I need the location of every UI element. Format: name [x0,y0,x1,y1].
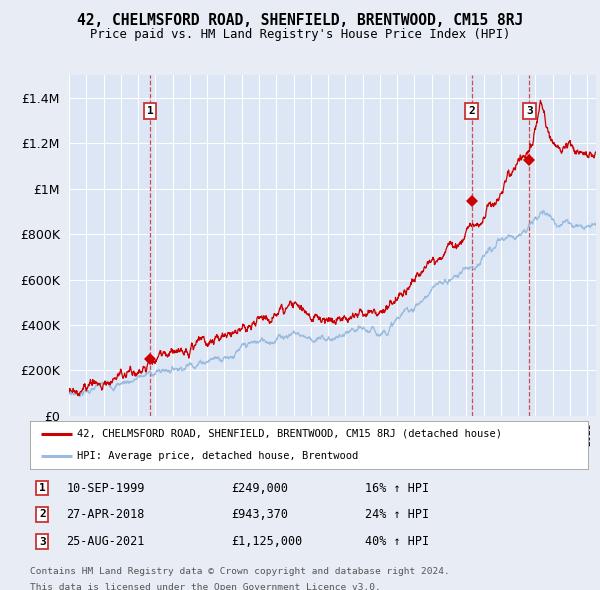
Text: Contains HM Land Registry data © Crown copyright and database right 2024.: Contains HM Land Registry data © Crown c… [30,567,450,576]
Text: This data is licensed under the Open Government Licence v3.0.: This data is licensed under the Open Gov… [30,584,381,590]
Text: 40% ↑ HPI: 40% ↑ HPI [365,535,429,548]
Text: 2: 2 [39,510,46,519]
Text: 3: 3 [526,106,533,116]
Text: £1,125,000: £1,125,000 [231,535,302,548]
Text: 10-SEP-1999: 10-SEP-1999 [66,481,145,494]
Text: 42, CHELMSFORD ROAD, SHENFIELD, BRENTWOOD, CM15 8RJ: 42, CHELMSFORD ROAD, SHENFIELD, BRENTWOO… [77,13,523,28]
Text: 3: 3 [39,537,46,547]
Text: 24% ↑ HPI: 24% ↑ HPI [365,508,429,521]
Text: £249,000: £249,000 [231,481,288,494]
Text: 25-AUG-2021: 25-AUG-2021 [66,535,145,548]
Text: Price paid vs. HM Land Registry's House Price Index (HPI): Price paid vs. HM Land Registry's House … [90,28,510,41]
Text: £943,370: £943,370 [231,508,288,521]
Text: 27-APR-2018: 27-APR-2018 [66,508,145,521]
Text: 1: 1 [39,483,46,493]
Text: 42, CHELMSFORD ROAD, SHENFIELD, BRENTWOOD, CM15 8RJ (detached house): 42, CHELMSFORD ROAD, SHENFIELD, BRENTWOO… [77,429,502,439]
Text: 1: 1 [146,106,154,116]
Text: 16% ↑ HPI: 16% ↑ HPI [365,481,429,494]
Text: HPI: Average price, detached house, Brentwood: HPI: Average price, detached house, Bren… [77,451,359,461]
Text: 2: 2 [469,106,475,116]
